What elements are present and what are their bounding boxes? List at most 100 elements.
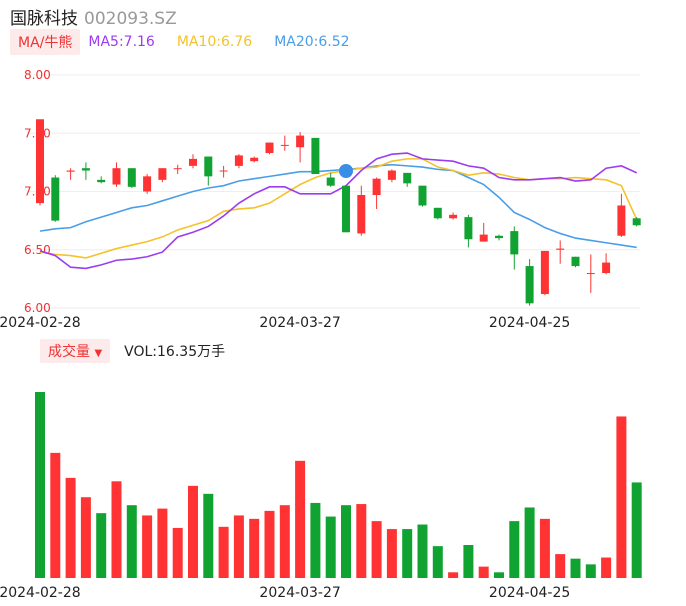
candle-body — [556, 248, 565, 250]
volume-bar — [65, 477, 76, 578]
candle-body — [326, 177, 335, 186]
candle-body — [357, 194, 366, 234]
volume-bar — [524, 507, 535, 578]
candle-body — [36, 119, 44, 204]
candle-body — [418, 185, 427, 206]
candle-body — [81, 168, 90, 171]
candle-body — [97, 179, 106, 183]
volume-date-tick-label: 2024-04-25 — [489, 585, 570, 601]
date-tick-label: 2024-02-28 — [0, 315, 81, 331]
volume-bar — [157, 508, 168, 578]
candle-body — [342, 185, 350, 233]
volume-bar — [371, 521, 382, 578]
volume-date-tick-label: 2024-02-28 — [0, 585, 81, 601]
candle-body — [632, 218, 641, 226]
candle-body — [586, 273, 595, 275]
volume-bar — [555, 554, 566, 578]
candle-body — [173, 168, 182, 170]
volume-bar — [539, 518, 550, 578]
volume-indicator-button[interactable]: 成交量 ▼ — [40, 339, 111, 363]
ma-indicator-button[interactable]: MA/牛熊 — [10, 29, 81, 55]
volume-bar — [356, 504, 367, 578]
candle-body — [311, 137, 320, 175]
volume-bar — [448, 572, 459, 578]
candle-body — [510, 231, 519, 255]
candle-body — [617, 205, 626, 236]
stock-title: 国脉科技 002093.SZ — [10, 4, 177, 29]
candle-body — [403, 172, 412, 184]
volume-bar — [585, 564, 596, 578]
price-tick-label: 6.00 — [24, 301, 51, 315]
candle-body — [449, 214, 458, 219]
volume-bar — [264, 510, 275, 578]
volume-bar — [494, 572, 504, 578]
chart-header: 国脉科技 002093.SZ MA/牛熊 MA5:7.16 MA10:6.76 M… — [0, 0, 686, 60]
dropdown-arrow-icon: ▼ — [94, 348, 103, 359]
volume-bar — [80, 497, 91, 578]
volume-bar — [249, 518, 260, 578]
candle-body — [464, 217, 473, 240]
volume-bar — [325, 516, 336, 578]
candle-body — [495, 235, 503, 239]
volume-bar — [631, 482, 642, 578]
volume-bar — [570, 558, 581, 578]
volume-bar — [386, 529, 397, 578]
ma-lines — [39, 152, 638, 270]
candle-body — [127, 168, 136, 187]
volume-bar — [218, 526, 229, 578]
volume-bar — [310, 502, 321, 578]
ma5-line — [39, 152, 638, 270]
volume-legend: 成交量 ▼ VOL:16.35万手 — [40, 339, 226, 363]
volume-bar — [402, 529, 413, 578]
volume-bar — [96, 513, 107, 578]
candle-body — [479, 234, 488, 242]
ma20-line — [39, 163, 637, 249]
dividend-marker[interactable] — [339, 164, 353, 178]
candlesticks — [36, 119, 641, 306]
volume-value: VOL:16.35万手 — [124, 344, 226, 360]
candle-body — [250, 157, 259, 162]
ma20-legend: MA20:6.52 — [274, 34, 350, 50]
candle-body — [280, 144, 289, 146]
volume-bar — [616, 416, 627, 578]
volume-bar — [279, 505, 290, 578]
volume-bar — [417, 524, 428, 578]
volume-date-axis: 2024-02-28 2024-03-27 2024-04-25 — [0, 585, 570, 601]
volume-bar — [295, 460, 306, 578]
volume-bar — [341, 505, 351, 578]
candle-body — [265, 142, 274, 154]
candle-body — [143, 176, 152, 192]
volume-bar — [478, 566, 489, 578]
candle-body — [296, 135, 305, 148]
candle-body — [158, 168, 167, 180]
candle-body — [219, 170, 228, 172]
candle-body — [433, 207, 442, 219]
candle-body — [189, 158, 197, 166]
volume-date-tick-label: 2024-03-27 — [259, 585, 340, 601]
volume-bar — [463, 545, 474, 578]
candle-body — [525, 266, 534, 304]
stock-code: 002093.SZ — [84, 9, 177, 29]
volume-bar — [601, 557, 612, 578]
ma10-legend: MA10:6.76 — [176, 34, 253, 50]
candle-body — [540, 250, 549, 295]
volume-bar — [172, 527, 183, 578]
date-tick-label: 2024-03-27 — [259, 315, 340, 331]
candle-body — [112, 168, 121, 185]
stock-name: 国脉科技 — [10, 9, 78, 29]
ma-legend: MA/牛熊 MA5:7.16 MA10:6.76 MA20:6.52 — [10, 29, 372, 55]
volume-bar — [35, 392, 45, 578]
volume-bar — [203, 493, 214, 578]
price-tick-label: 8.00 — [24, 68, 51, 82]
volume-bar — [509, 521, 520, 578]
dividend-marker-icon[interactable] — [339, 164, 353, 178]
candle-body — [51, 177, 60, 221]
volume-bar — [50, 452, 61, 578]
volume-indicator-label: 成交量 — [48, 344, 90, 360]
candle-body — [387, 170, 396, 180]
date-tick-label: 2024-04-25 — [489, 315, 570, 331]
volume-bar — [188, 485, 198, 578]
candle-body — [66, 170, 75, 172]
ma5-legend: MA5:7.16 — [88, 34, 155, 50]
